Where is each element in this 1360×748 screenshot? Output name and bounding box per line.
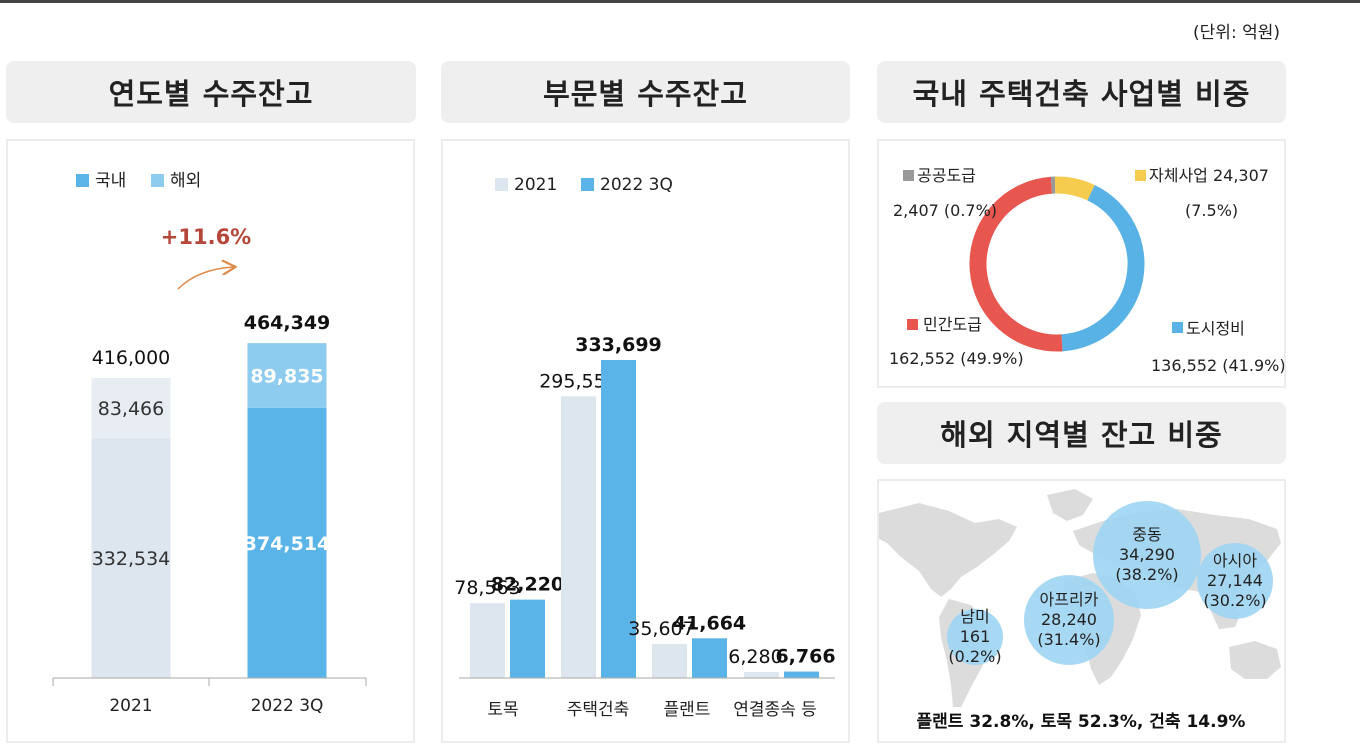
slice-name-private: 민간도급	[923, 315, 982, 334]
bar-2022-3q-0	[510, 599, 545, 678]
slice-value-urban: 136,552 (41.9%)	[1151, 356, 1284, 375]
bar-domestic-0	[91, 438, 171, 678]
housing-chart-panel: 공공도급 2,407 (0.7%) 자체사업 24,307 (7.5%) 민간도…	[877, 139, 1286, 388]
x-tick-label-1: 주택건축	[567, 700, 630, 720]
bar-2022-3q-2	[692, 638, 727, 678]
x-tick-label-3: 연결종속 등	[733, 700, 817, 720]
legend-swatch-overseas	[151, 174, 164, 187]
bubble-0	[1093, 501, 1201, 609]
bar-value-label-1-0: 82,220	[491, 574, 564, 596]
growth-arrow	[177, 267, 234, 290]
bar-total-label-1: 464,349	[244, 312, 331, 334]
bar-2021-0	[470, 603, 505, 678]
bubble-value-1: 27,144	[1207, 571, 1263, 590]
bar-2021-3	[744, 672, 779, 678]
legend-swatch-public	[903, 170, 914, 181]
growth-label: +11.6%	[161, 225, 251, 249]
top-border	[0, 0, 1360, 3]
legend-label-overseas: 해외	[170, 171, 201, 191]
bar-value-label-0-3: 6,280	[728, 646, 782, 668]
bubble-name-3: 남미	[960, 607, 989, 626]
yearly-panel-title: 연도별 수주잔고	[6, 61, 416, 123]
legend-swatch-2021	[495, 178, 508, 191]
bar-value-label-0-2: 35,607	[628, 618, 694, 640]
x-tick-label-0: 2021	[109, 696, 152, 716]
donut-slice-3	[1054, 176, 1095, 201]
bar-domestic-1	[247, 407, 327, 678]
bar-total-label-0: 416,000	[92, 347, 171, 369]
bar-value-label-1-1: 333,699	[575, 334, 662, 356]
bar-overseas-0	[91, 378, 171, 439]
legend-swatch-domestic	[76, 174, 89, 187]
bubble-pct-2: (31.4%)	[1037, 630, 1100, 649]
legend-label-2022-3q: 2022 3Q	[600, 175, 673, 195]
slice-value-own: (7.5%)	[1185, 201, 1238, 220]
bar-overseas-1	[247, 343, 327, 408]
greenland-shape	[1047, 489, 1093, 521]
slice-value-public: 2,407 (0.7%)	[893, 201, 997, 220]
bubble-name-0: 중동	[1132, 525, 1161, 544]
x-tick-label-0: 토목	[487, 700, 518, 720]
overseas-footnote: 플랜트 32.8%, 토목 52.3%, 건축 14.9%	[917, 712, 1246, 732]
slice-value-private: 162,552 (49.9%)	[889, 349, 1024, 368]
yearly-chart: 국내 해외 +11.6% 332,534 83,466 416,000 2021 374…	[52, 171, 367, 716]
bar-2021-2	[652, 644, 687, 678]
x-tick-label-1: 2022 3Q	[251, 696, 324, 716]
bubble-value-2: 28,240	[1041, 610, 1097, 629]
bubble-name-2: 아프리카	[1040, 590, 1099, 609]
unit-label: (단위: 억원)	[1193, 23, 1280, 43]
donut-slice-0	[1061, 185, 1145, 352]
australia-shape	[1229, 641, 1281, 679]
overseas-panel-title: 해외 지역별 잔고 비중	[877, 402, 1286, 464]
slice-name-public: 공공도급	[917, 166, 976, 185]
overseas-chart-panel: 중동 34,290 (38.2%) 아시아 27,144 (30.2%) 아프리카 28,24…	[877, 479, 1286, 743]
legend-swatch-2022-3q	[581, 178, 594, 191]
legend-swatch-urban	[1172, 322, 1183, 333]
north-america-shape	[879, 503, 1017, 597]
bar-2022-3q-3	[784, 671, 819, 678]
bar-value-label-0-0: 78,563	[454, 577, 520, 599]
donut-slice-1	[969, 176, 1063, 352]
bar-value-label-0-1: 295,550	[539, 370, 618, 392]
bar-label-overseas-0: 83,466	[98, 398, 164, 420]
bar-value-label-1-2: 41,664	[673, 612, 746, 634]
bubble-name-1: 아시아	[1213, 551, 1257, 570]
x-tick-label-2: 플랜트	[664, 700, 711, 720]
bar-2022-3q-1	[601, 360, 636, 678]
sector-panel-title: 부문별 수주잔고	[441, 61, 850, 123]
bubble-3	[947, 609, 1003, 665]
bubble-value-3: 161	[960, 627, 991, 646]
housing-donut-chart: 공공도급 2,407 (0.7%) 자체사업 24,307 (7.5%) 민간도…	[889, 166, 1286, 375]
housing-panel-title: 국내 주택건축 사업별 비중	[877, 61, 1286, 123]
bar-2021-1	[561, 396, 596, 678]
bar-label-domestic-0: 332,534	[92, 548, 171, 570]
legend-label-2021: 2021	[514, 175, 557, 195]
bubble-1	[1197, 543, 1273, 619]
slice-name-urban: 도시정비	[1186, 319, 1245, 338]
bubble-pct-1: (30.2%)	[1203, 591, 1266, 610]
yearly-chart-panel: 국내 해외 +11.6% 332,534 83,466 416,000 2021 374…	[6, 139, 415, 743]
legend-swatch-private	[907, 319, 918, 330]
bubble-pct-3: (0.2%)	[948, 647, 1001, 666]
bar-value-label-1-3: 6,766	[775, 646, 835, 668]
bubble-2	[1024, 575, 1114, 665]
bar-label-overseas-1: 89,835	[250, 366, 323, 388]
bar-label-domestic-1: 374,514	[244, 533, 331, 555]
bubble-value-0: 34,290	[1119, 545, 1175, 564]
legend-swatch-own	[1135, 170, 1146, 181]
sector-chart-panel: 2021 2022 3Q 78,563 82,220 토목 295,550 333,69…	[441, 139, 850, 743]
slice-name-own: 자체사업 24,307	[1149, 166, 1269, 185]
legend-label-domestic: 국내	[95, 171, 126, 191]
bubble-pct-0: (38.2%)	[1115, 565, 1178, 584]
